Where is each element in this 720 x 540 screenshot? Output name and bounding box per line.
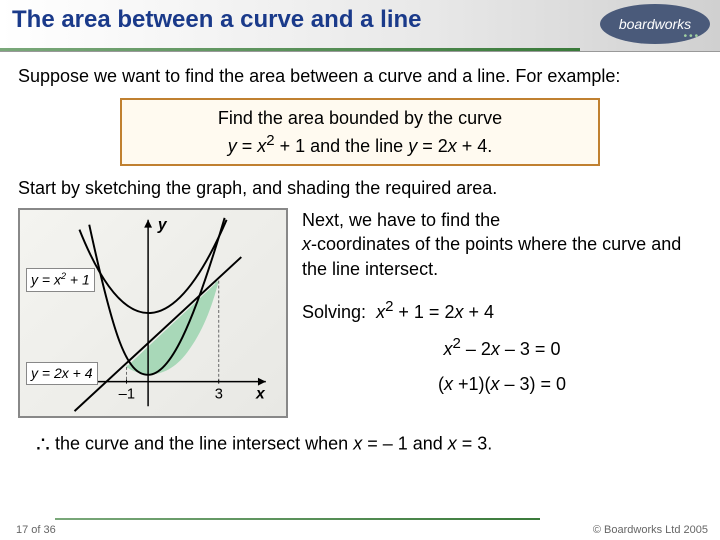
mid-section: y x –1 3 y = x2 + 1 y = 2x + 4 Next, we … [18, 208, 702, 418]
y-label: y [157, 217, 168, 234]
tick-3: 3 [215, 387, 223, 403]
intro-text: Suppose we want to find the area between… [18, 64, 702, 88]
line-label-box: y = 2x + 4 [26, 362, 98, 385]
area-shade [127, 281, 219, 372]
x-label: x [255, 386, 266, 403]
conclusion: ∴ the curve and the line intersect when … [18, 430, 702, 460]
curve-label-box: y = x2 + 1 [26, 268, 95, 292]
copyright: © Boardworks Ltd 2005 [593, 524, 708, 536]
title-bar: The area between a curve and a line boar… [0, 0, 720, 52]
logo: boardworks [600, 4, 710, 44]
start-text: Start by sketching the graph, and shadin… [18, 176, 702, 200]
eq1: x2 – 2x – 3 = 0 [302, 334, 702, 361]
footer: 17 of 36 © Boardworks Ltd 2005 [0, 524, 720, 536]
logo-oval: boardworks [600, 4, 710, 44]
example-line2: y = x2 + 1 and the line y = 2x + 4. [136, 131, 584, 158]
next-text: Next, we have to find the x-coordinates … [302, 208, 702, 281]
graph-svg: y x –1 3 [20, 210, 286, 416]
solving-label: Solving: [302, 302, 366, 322]
example-box: Find the area bounded by the curve y = x… [120, 98, 600, 166]
tick-neg1: –1 [119, 387, 135, 403]
y-axis-arrow [144, 220, 152, 228]
solving-line: Solving: x2 + 1 = 2x + 4 [302, 297, 702, 324]
graph-box: y x –1 3 y = x2 + 1 y = 2x + 4 [18, 208, 288, 418]
eq2: (x +1)(x – 3) = 0 [302, 372, 702, 396]
title-underline [0, 48, 580, 51]
footer-line [55, 518, 540, 520]
example-line1: Find the area bounded by the curve [136, 106, 584, 130]
content-area: Suppose we want to find the area between… [0, 52, 720, 472]
right-text: Next, we have to find the x-coordinates … [302, 208, 702, 418]
page-number: 17 of 36 [12, 524, 60, 536]
therefore-icon: ∴ [36, 432, 50, 457]
